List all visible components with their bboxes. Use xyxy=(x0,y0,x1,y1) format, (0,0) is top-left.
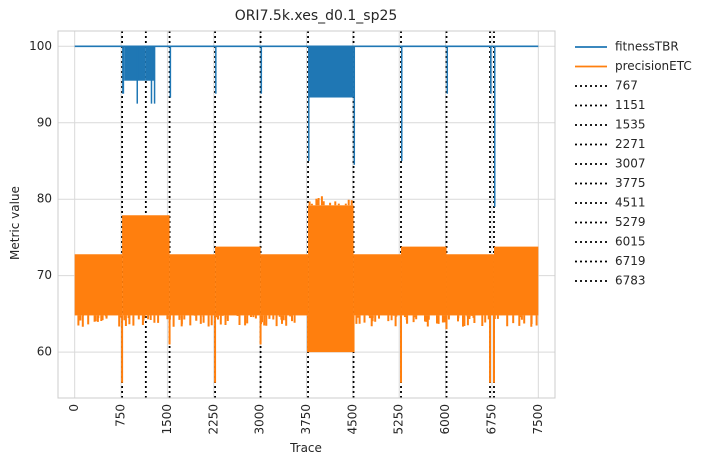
precision-band xyxy=(493,246,539,316)
y-tick-label: 80 xyxy=(37,192,52,206)
fitness-dip xyxy=(215,46,217,94)
x-tick-label: 7500 xyxy=(531,404,545,435)
x-tick-label: 6000 xyxy=(438,404,452,435)
legend-label: 1151 xyxy=(615,98,646,112)
legend-label: 1535 xyxy=(615,118,646,132)
fitness-dip xyxy=(169,46,172,98)
precision-band xyxy=(122,215,170,316)
y-tick-label: 60 xyxy=(37,345,52,359)
fitness-dip xyxy=(493,46,496,207)
precision-band xyxy=(215,246,261,316)
precision-noise xyxy=(77,315,121,327)
precision-noise xyxy=(493,315,538,327)
precision-noise xyxy=(260,315,296,327)
x-tick-label: 5250 xyxy=(392,404,406,435)
series-fitnessTBR xyxy=(74,45,539,207)
y-tick-label: 90 xyxy=(37,115,52,129)
x-tick-label: 0 xyxy=(67,404,81,412)
y-axis-label: Metric value xyxy=(8,186,22,260)
fitness-dip xyxy=(153,46,156,104)
x-tick-label: 750 xyxy=(114,404,128,427)
y-tick-label: 70 xyxy=(37,268,52,282)
legend-label: 2271 xyxy=(615,137,646,151)
legend-label: 3007 xyxy=(615,157,646,171)
fitness-dip xyxy=(122,46,125,94)
precision-band xyxy=(260,254,309,316)
x-tick-label: 6750 xyxy=(484,404,498,435)
grid xyxy=(58,31,555,398)
axes-frame xyxy=(57,30,556,399)
precision-peaks xyxy=(308,196,353,206)
legend-label: 4511 xyxy=(615,196,646,210)
fitness-dip xyxy=(136,46,139,104)
precision-noise xyxy=(355,315,398,327)
y-tick-label: 100 xyxy=(29,39,52,53)
precision-band xyxy=(308,205,354,353)
fitness-dip xyxy=(353,46,356,165)
legend-label: 5279 xyxy=(615,215,646,229)
legend-label: precisionETC xyxy=(615,59,692,73)
x-axis-label: Trace xyxy=(289,441,322,455)
legend-label: 767 xyxy=(615,79,638,93)
fitness-dip xyxy=(150,46,153,104)
precision-noise xyxy=(168,315,213,327)
precision-band xyxy=(74,254,123,316)
y-axis-ticks: 60 70 80 90 100 xyxy=(29,39,52,359)
precision-band xyxy=(401,246,447,316)
precision-noise xyxy=(123,315,169,326)
series-precisionETC xyxy=(74,196,539,383)
fitness-dip xyxy=(490,46,492,94)
precision-noise xyxy=(445,315,490,327)
fitness-dip xyxy=(308,46,310,161)
precision-noise xyxy=(404,315,446,327)
x-tick-label: 4500 xyxy=(345,404,359,435)
precision-band xyxy=(353,254,402,316)
fitness-band xyxy=(145,46,156,81)
x-tick-label: 3000 xyxy=(253,404,267,435)
fitness-dip xyxy=(446,46,449,94)
chart-title: ORI7.5k.xes_d0.1_sp25 xyxy=(235,8,398,24)
x-tick-label: 3750 xyxy=(299,404,313,435)
x-tick-label: 2250 xyxy=(206,404,220,435)
fitness-dip xyxy=(260,46,263,94)
x-tick-label: 1500 xyxy=(160,404,174,435)
precision-band xyxy=(169,254,216,316)
x-axis-ticks: 0 750 1500 2250 3000 3750 4500 5250 6000 6750 7500 xyxy=(67,404,545,435)
fitness-band xyxy=(308,46,354,98)
legend-label: 6783 xyxy=(615,274,646,288)
legend-label: 3775 xyxy=(615,176,646,190)
legend-label: fitnessTBR xyxy=(615,40,679,54)
precision-noise xyxy=(215,315,257,326)
fitness-dip xyxy=(401,46,403,161)
series-area xyxy=(74,45,539,383)
plot-frame xyxy=(57,30,556,399)
legend-label: 6719 xyxy=(615,254,646,268)
legend-label: 6015 xyxy=(615,235,646,249)
legend: fitnessTBR precisionETC 767 1151 1535 2271 300… xyxy=(575,40,692,288)
fitness-band xyxy=(124,46,146,81)
precision-band xyxy=(446,254,494,316)
